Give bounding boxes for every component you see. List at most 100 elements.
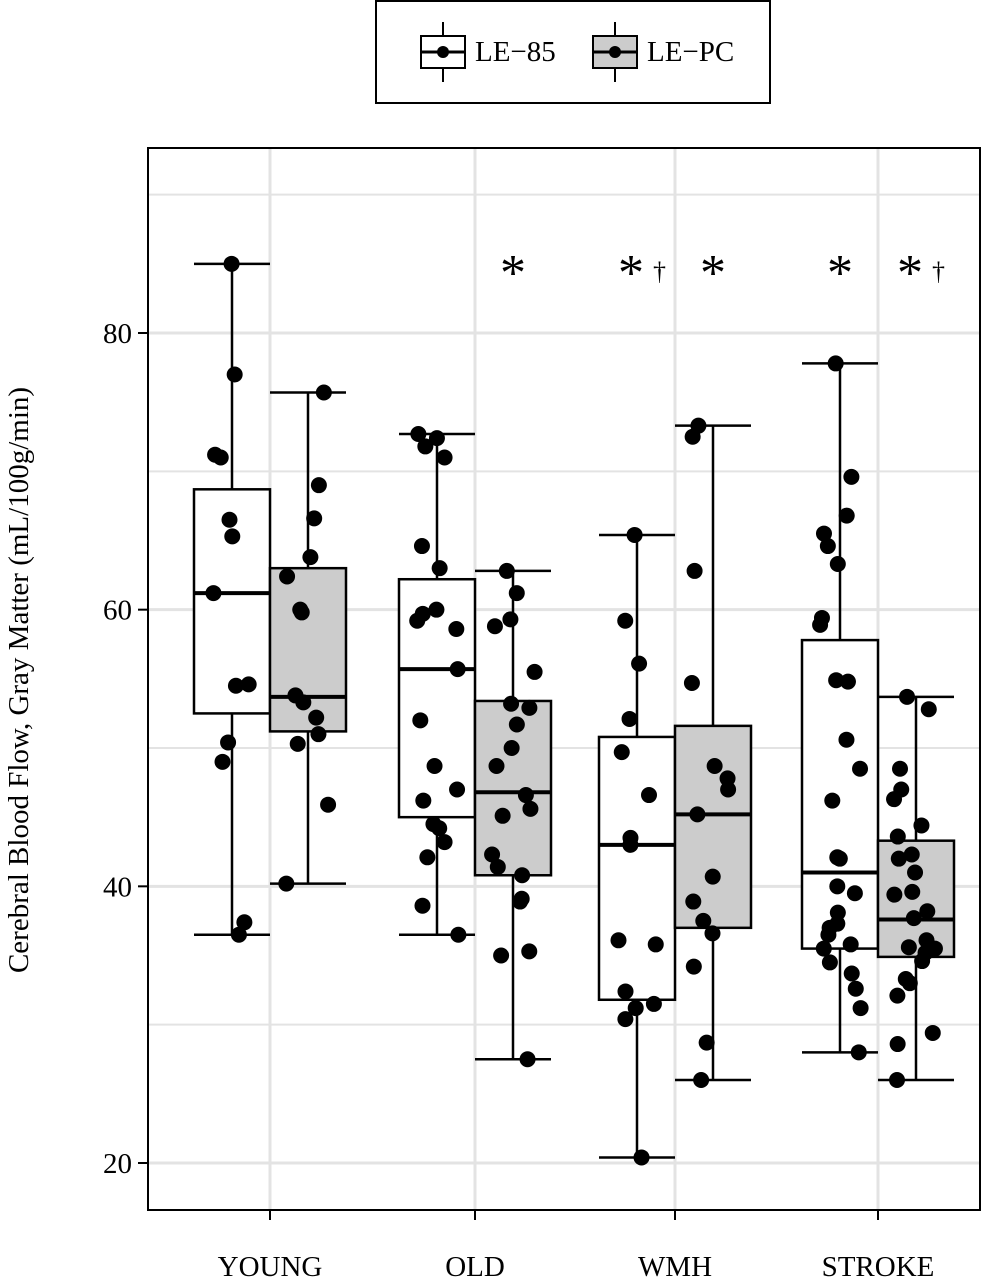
data-point xyxy=(417,438,434,455)
x-tick-label-wmh: WMH xyxy=(638,1251,712,1280)
box-body xyxy=(473,699,553,877)
data-point xyxy=(436,834,453,851)
data-point xyxy=(850,1044,867,1061)
data-point xyxy=(310,477,327,494)
data-point xyxy=(613,744,630,761)
data-point xyxy=(414,897,431,914)
box-wmh-lepc xyxy=(673,417,753,1088)
data-point xyxy=(502,611,519,628)
data-point xyxy=(889,828,906,845)
data-point xyxy=(899,688,916,705)
data-point xyxy=(889,987,906,1004)
box-wmh-le85 xyxy=(597,526,677,1166)
data-point xyxy=(617,1011,634,1028)
data-point xyxy=(508,585,525,602)
data-point xyxy=(919,903,936,920)
data-point xyxy=(617,983,634,1000)
data-point xyxy=(892,760,909,777)
chart-marks: * * † * * * † xyxy=(192,245,956,1166)
data-point xyxy=(409,612,426,629)
data-point xyxy=(838,731,855,748)
data-point xyxy=(617,612,634,629)
data-point xyxy=(828,672,845,689)
data-point xyxy=(521,699,538,716)
significance-marker: * xyxy=(500,245,526,302)
significance-marker: * xyxy=(827,245,853,302)
data-point xyxy=(821,954,838,971)
data-point xyxy=(627,1000,644,1017)
box-stroke-lepc xyxy=(876,688,956,1088)
data-point xyxy=(436,449,453,466)
data-point xyxy=(843,965,860,982)
legend-swatch-le85 xyxy=(419,22,467,82)
box-stroke-le85 xyxy=(800,355,880,1061)
data-point xyxy=(302,549,319,566)
data-point xyxy=(907,864,924,881)
data-point xyxy=(293,604,310,621)
data-point xyxy=(886,886,903,903)
data-point xyxy=(900,939,917,956)
legend-swatch-lepc xyxy=(591,22,639,82)
data-point xyxy=(706,757,723,774)
box-old-le85 xyxy=(397,425,477,943)
data-point xyxy=(488,757,505,774)
data-point xyxy=(431,560,448,577)
data-point xyxy=(494,807,511,824)
data-point xyxy=(641,787,658,804)
x-tick-label-young: YOUNG xyxy=(218,1251,323,1280)
data-point xyxy=(698,1034,715,1051)
data-point xyxy=(820,926,837,943)
data-point xyxy=(626,526,643,543)
data-point xyxy=(320,796,337,813)
x-tick-label-old: OLD xyxy=(445,1251,505,1280)
data-point xyxy=(308,709,325,726)
data-point xyxy=(903,846,920,863)
data-point xyxy=(449,781,466,798)
data-point xyxy=(889,1072,906,1088)
data-point xyxy=(684,428,701,445)
data-point xyxy=(223,255,240,272)
data-point xyxy=(415,792,432,809)
data-point xyxy=(426,757,443,774)
y-axis-label: Cerebral Blood Flow, Gray Matter (mL/100… xyxy=(3,387,35,973)
data-point xyxy=(622,836,639,853)
data-point xyxy=(852,760,869,777)
data-point xyxy=(212,449,229,466)
data-point xyxy=(508,716,525,733)
data-point xyxy=(428,430,445,447)
data-point xyxy=(503,695,520,712)
data-point xyxy=(521,943,538,960)
box-old-lepc xyxy=(473,562,553,1068)
data-point xyxy=(226,366,243,383)
data-point xyxy=(517,787,534,804)
plot-frame xyxy=(147,147,981,1211)
data-point xyxy=(295,694,312,711)
box-body xyxy=(800,638,880,950)
data-point xyxy=(812,616,829,633)
data-point xyxy=(519,1051,536,1068)
data-point xyxy=(693,1072,710,1088)
box-young-le85 xyxy=(192,255,272,943)
data-point xyxy=(486,618,503,635)
data-point xyxy=(514,867,531,884)
data-point xyxy=(310,726,327,743)
data-point xyxy=(831,850,848,867)
data-point xyxy=(503,740,520,756)
data-point xyxy=(214,753,231,770)
data-point xyxy=(306,510,323,527)
legend-label-le85: LE−85 xyxy=(475,35,556,68)
data-point xyxy=(847,980,864,997)
data-point xyxy=(512,893,529,910)
data-point xyxy=(686,562,703,579)
data-point xyxy=(428,601,445,618)
data-point xyxy=(914,953,931,970)
significance-dagger: † xyxy=(932,257,945,286)
data-point xyxy=(843,468,860,485)
data-point xyxy=(815,940,832,957)
data-point xyxy=(498,562,515,579)
legend-item-lepc: LE−PC xyxy=(591,22,734,82)
data-point xyxy=(279,568,296,585)
data-point xyxy=(842,936,859,953)
y-tick-label: 60 xyxy=(103,595,132,627)
data-point xyxy=(904,883,921,900)
